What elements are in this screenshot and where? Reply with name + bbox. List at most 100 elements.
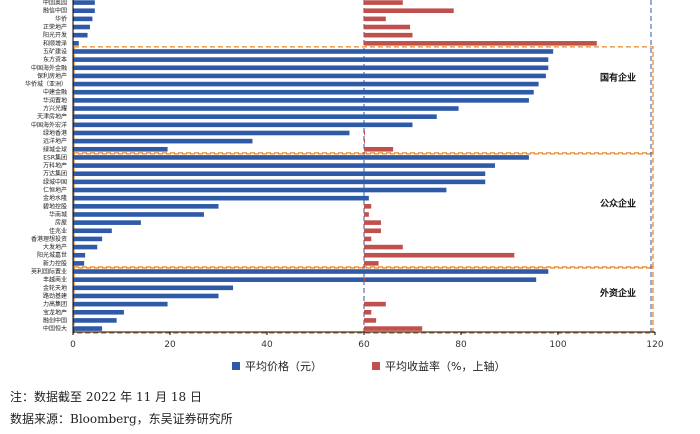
category-label-9: 保利房地产 (37, 72, 67, 80)
yield-bar-26 (364, 212, 369, 217)
yield-bar-39 (364, 318, 377, 323)
price-bar-40 (73, 326, 103, 331)
category-label-25: 碧地控股 (43, 202, 67, 210)
group-label-2: 外资企业 (599, 287, 636, 299)
price-bar-12 (73, 98, 529, 103)
category-label-13: 方兴光耀 (43, 105, 67, 113)
category-label-26: 华南城 (49, 210, 67, 218)
category-label-19: ESR集团 (43, 153, 67, 161)
category-label-2: 华侨 (55, 15, 67, 23)
category-label-11: 中建金融 (43, 88, 67, 96)
price-bar-2 (73, 16, 93, 22)
price-bar-26 (73, 212, 204, 217)
x-tick-label-3: 60 (358, 340, 370, 350)
category-label-35: 金轮天地 (43, 284, 67, 292)
price-bar-6 (73, 49, 554, 54)
price-bar-11 (73, 89, 534, 95)
category-label-21: 万达集团 (43, 170, 67, 178)
yield-bar-4 (364, 32, 413, 38)
price-bar-4 (73, 32, 88, 38)
category-label-4: 阳光开发 (43, 31, 67, 39)
category-label-12: 华润置地 (43, 96, 67, 104)
yield-bar-16 (364, 130, 365, 136)
price-bar-14 (73, 114, 437, 119)
category-label-30: 大发地产 (43, 243, 67, 251)
yield-bar-27 (364, 220, 381, 225)
category-label-37: 力高集团 (43, 300, 67, 308)
category-label-15: 中国海外宏洋 (31, 121, 67, 129)
price-bar-27 (73, 220, 141, 225)
x-tick-label-0: 0 (70, 340, 76, 350)
category-label-6: 五矿建设 (43, 47, 67, 55)
yield-bar-5 (364, 41, 597, 46)
category-label-16: 绿地香港 (43, 129, 67, 137)
price-bar-29 (73, 236, 103, 242)
price-bar-15 (73, 122, 413, 128)
category-label-32: 新力控股 (43, 259, 67, 267)
price-bar-17 (73, 138, 253, 144)
price-bar-24 (73, 195, 369, 201)
yield-bar-37 (364, 301, 386, 307)
category-label-14: 天津房地产 (37, 113, 67, 121)
price-bar-31 (73, 252, 86, 258)
price-bar-7 (73, 57, 549, 62)
price-bar-23 (73, 187, 447, 193)
x-tick-label-4: 80 (455, 340, 467, 350)
yield-bar-2 (364, 16, 386, 22)
yield-bar-29 (364, 236, 372, 242)
x-tick-label-5: 100 (549, 340, 566, 350)
category-label-3: 正荣地产 (43, 23, 67, 31)
price-bar-33 (73, 269, 549, 274)
yield-bar-30 (364, 244, 403, 250)
price-bar-9 (73, 73, 546, 79)
price-bar-0 (73, 0, 95, 5)
price-bar-16 (73, 130, 350, 136)
price-bar-10 (73, 81, 539, 87)
yield-bar-3 (364, 24, 411, 30)
x-tick-label-2: 40 (261, 340, 273, 350)
legend-swatch-price (232, 362, 240, 370)
category-label-7: 东方资本 (43, 56, 67, 64)
price-bar-5 (73, 41, 79, 46)
price-bar-19 (73, 155, 529, 160)
yield-bar-31 (364, 252, 515, 258)
category-label-10: 华侨城（亚洲） (25, 80, 67, 88)
category-label-0: 中国奥园 (43, 0, 67, 7)
x-tick-label-6: 120 (646, 340, 663, 350)
group-frame-0 (73, 46, 654, 155)
yield-bar-38 (364, 309, 372, 315)
price-bar-39 (73, 318, 117, 323)
price-bar-8 (73, 65, 549, 71)
category-label-5: 和顺增泽 (43, 39, 67, 47)
category-label-38: 宝龙地产 (43, 308, 67, 316)
price-bar-34 (73, 277, 537, 282)
category-label-28: 佳兆业 (49, 227, 67, 235)
yield-bar-17 (364, 138, 365, 144)
yield-bar-0 (364, 0, 403, 5)
footnote-source: 数据来源：Bloomberg，东吴证券研究所 (10, 412, 233, 426)
price-bar-25 (73, 204, 219, 209)
price-bar-21 (73, 171, 486, 177)
yield-bar-25 (364, 204, 372, 209)
category-label-23: 仁恒地产 (43, 186, 67, 194)
x-tick-label-1: 20 (164, 340, 176, 350)
group-label-1: 公众企业 (600, 197, 636, 209)
group-label-0: 国有企业 (600, 71, 636, 83)
category-label-40: 中国恒大 (43, 325, 67, 333)
yield-bar-32 (364, 261, 379, 266)
category-label-18: 绿城全球 (43, 145, 67, 153)
category-label-1: 融信中国 (43, 7, 67, 15)
price-bar-36 (73, 293, 219, 299)
legend-label-yield: 平均收益率（%，上轴） (385, 359, 505, 373)
category-label-34: 丰越商业 (43, 276, 67, 284)
legend-swatch-yield (372, 362, 380, 370)
category-label-27: 房屋 (55, 219, 67, 227)
category-label-8: 中国海外金融 (31, 64, 67, 72)
yield-bar-28 (364, 228, 381, 234)
category-label-29: 香港理想投资 (31, 235, 67, 243)
yield-bar-34 (364, 277, 365, 282)
category-label-22: 绿城中国 (43, 178, 67, 186)
category-label-36: 路劲基建 (43, 292, 67, 300)
price-bar-30 (73, 244, 98, 250)
